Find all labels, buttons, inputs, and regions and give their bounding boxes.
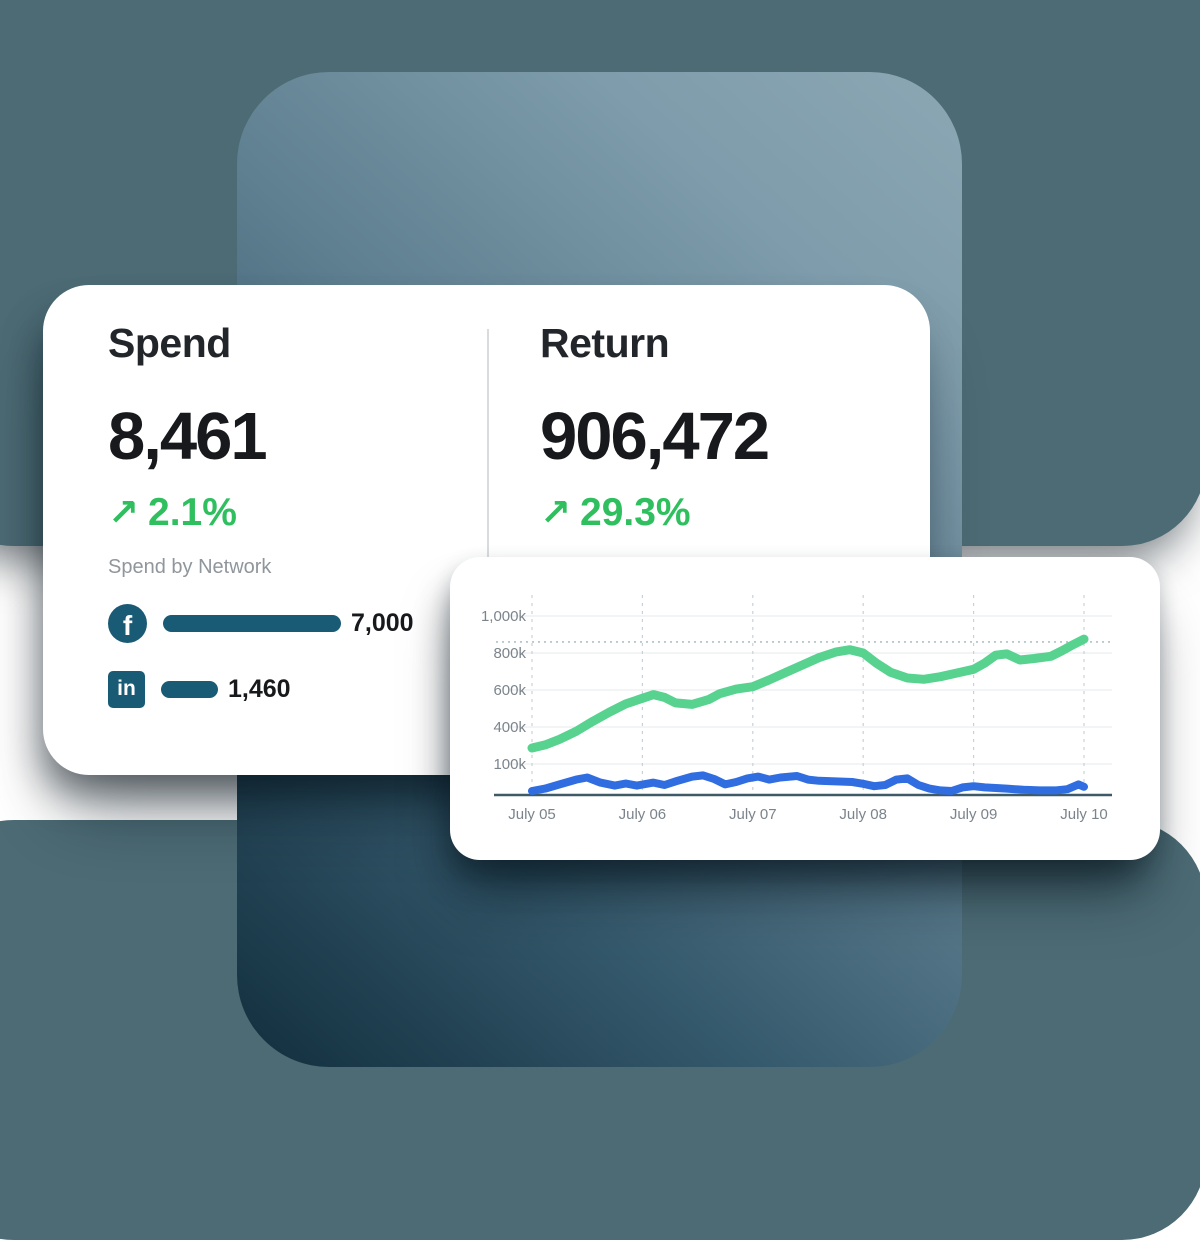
linkedin-spend-value: 1,460 [228,674,291,703]
facebook-icon: f [108,603,147,643]
linkedin-spend-row: in 1,460 [108,669,291,709]
spend-value: 8,461 [108,399,268,474]
x-tick-label: July 06 [619,806,667,823]
return-delta-percent: 29.3% [580,491,691,534]
y-tick-label: 400k [493,719,526,736]
x-tick-label: July 05 [508,806,556,823]
y-tick-label: 1,000k [481,608,527,625]
return-column: Return 906,472 ↗ 29.3% [540,285,920,775]
facebook-spend-value: 7,000 [351,608,414,637]
trend-up-icon: ↗ [540,492,572,533]
chart-card: 1,000k 800k 600k 400k 100k July 05 July 06 July… [450,557,1160,860]
return-heading: Return [540,320,670,366]
column-divider [487,329,489,729]
x-tick-label: July 10 [1060,806,1108,823]
y-tick-label: 800k [493,645,526,662]
facebook-spend-row: f 7,000 [108,603,414,643]
spend-delta: ↗ 2.1% [108,493,237,532]
return-delta: ↗ 29.3% [540,493,691,532]
spend-heading: Spend [108,320,231,366]
facebook-spend-bar [163,614,341,632]
spend-column: Spend 8,461 ↗ 2.1% Spend by Network f 7,… [108,285,478,775]
return-value: 906,472 [540,399,770,474]
trend-up-icon: ↗ [108,492,140,533]
line-chart: 1,000k 800k 600k 400k 100k July 05 July 06 July… [481,595,1112,823]
linkedin-spend-bar [161,680,218,698]
x-tick-label: July 07 [729,806,777,823]
x-tick-label: July 09 [950,806,998,823]
spend-delta-percent: 2.1% [148,491,237,534]
linkedin-icon: in [108,670,145,708]
y-tick-label: 100k [493,756,526,773]
y-tick-label: 600k [493,682,526,699]
x-tick-label: July 08 [839,806,887,823]
spend-by-network-caption: Spend by Network [108,556,272,578]
